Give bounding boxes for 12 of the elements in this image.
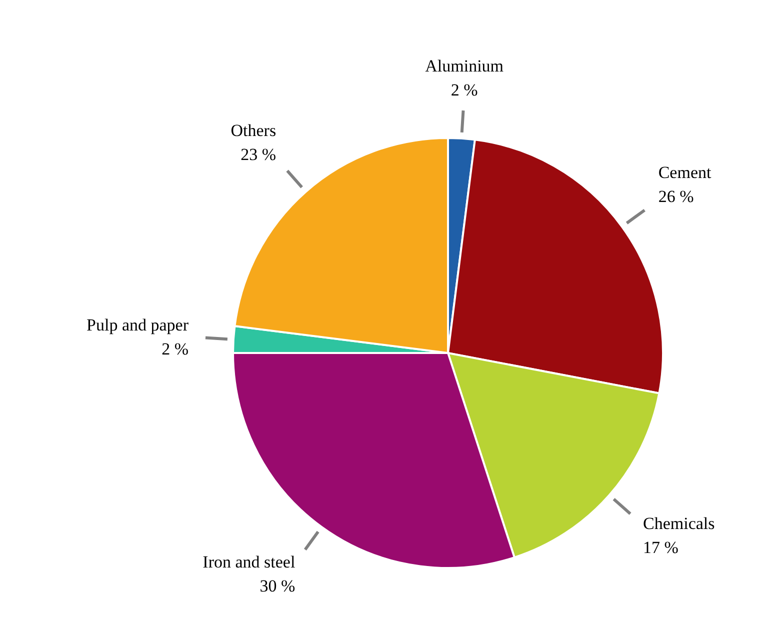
data-label: 2 % — [450, 80, 478, 100]
slice-label: Aluminium — [425, 56, 504, 76]
slice-label: Cement — [658, 163, 712, 182]
data-label: 30 % — [260, 576, 296, 596]
slice-label: Others — [230, 120, 276, 140]
data-label: 2 % — [162, 340, 189, 359]
data-label: 17 % — [643, 538, 678, 557]
slice-label: Iron and steel — [202, 552, 296, 572]
slice-label: Chemicals — [643, 514, 715, 533]
data-label: 26 % — [658, 187, 694, 206]
data-label: 23 % — [240, 144, 276, 164]
slice-label: Pulp and paper — [86, 316, 189, 335]
